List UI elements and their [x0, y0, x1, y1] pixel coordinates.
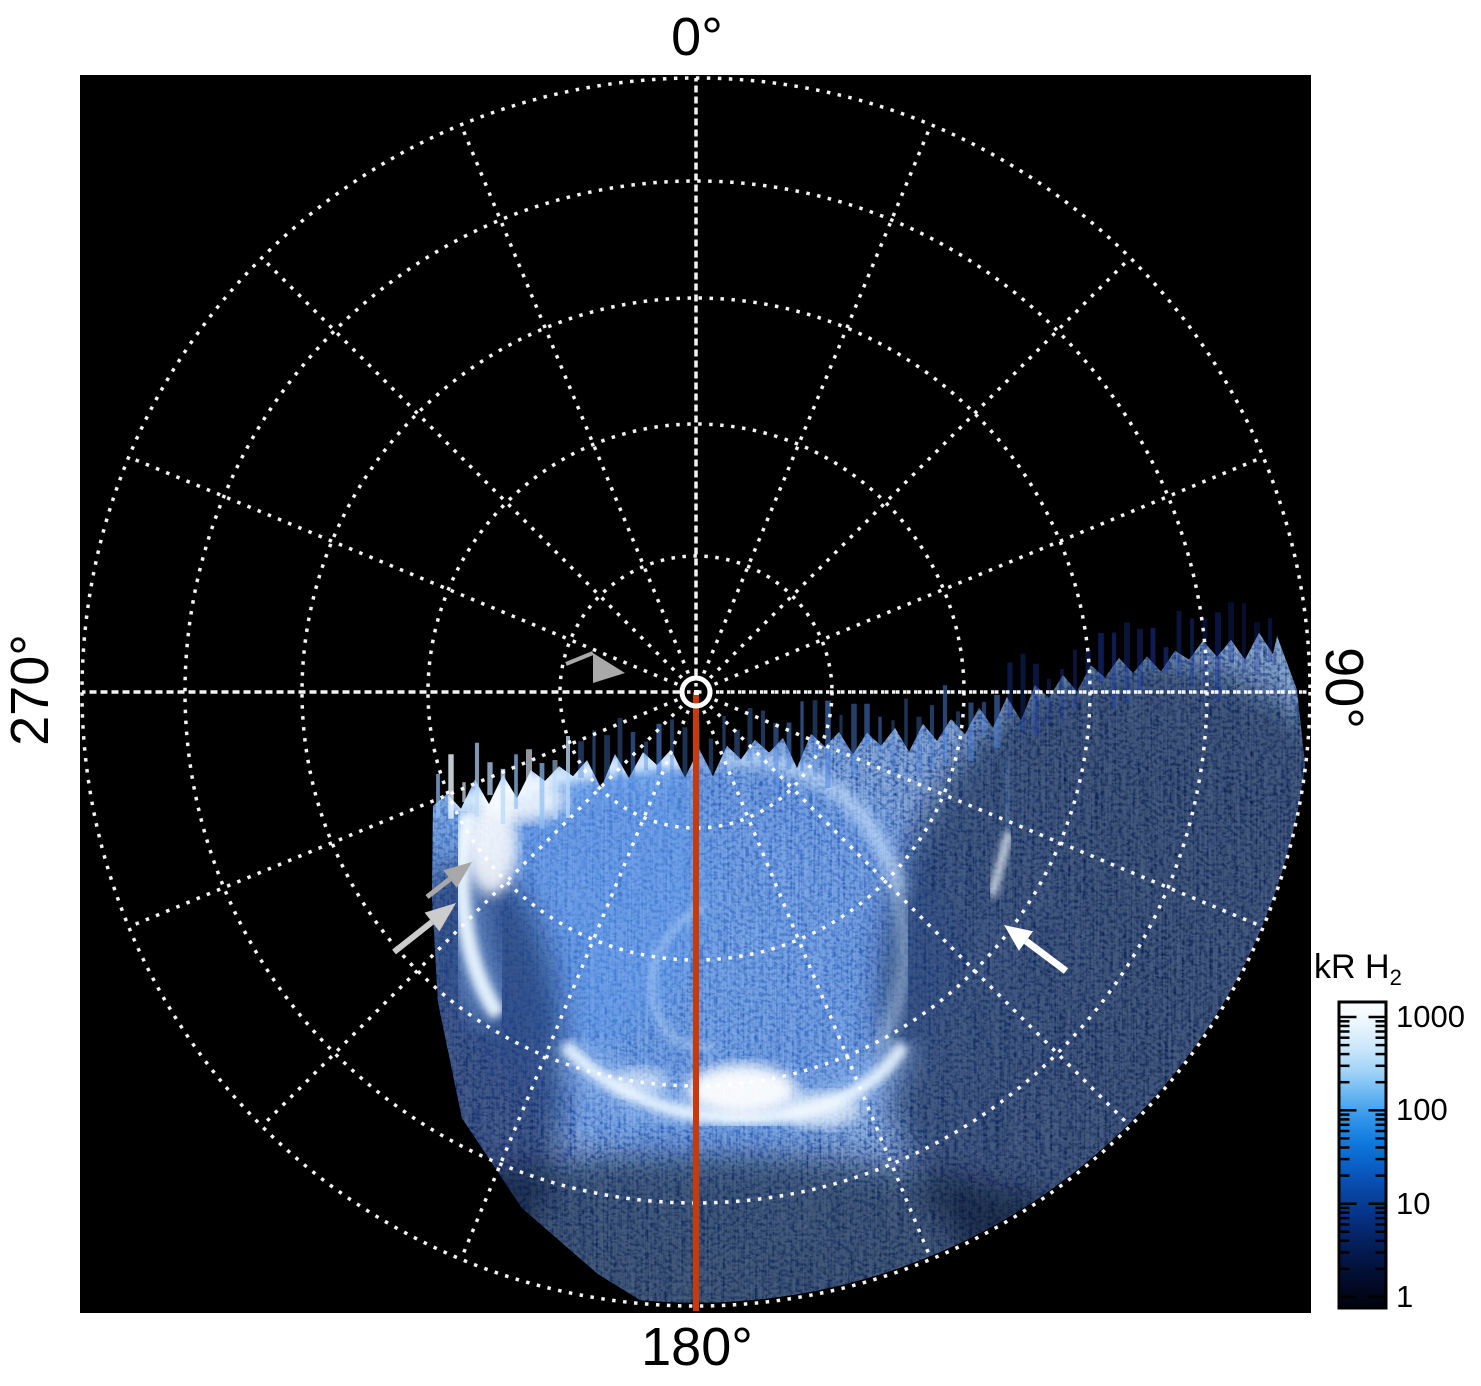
colorbar-label-1: 1	[1396, 1279, 1414, 1314]
angle-label-90: 90°	[1314, 647, 1374, 729]
colorbar-label-10: 10	[1396, 1186, 1431, 1221]
colorbar-title: kR H2	[1314, 950, 1402, 989]
angle-label-180: 180°	[641, 1317, 753, 1377]
left-lower-white-arrow	[392, 903, 456, 955]
colorbar-title-subscript: 2	[1389, 965, 1402, 990]
annotation-arrows	[392, 651, 1069, 974]
center-gray-arrow	[565, 651, 625, 683]
colorbar-gradient	[1337, 1000, 1388, 1310]
pole-center-ring	[679, 675, 713, 709]
right-white-arrow	[1004, 925, 1069, 974]
colorbar-label-1000: 1000	[1396, 999, 1465, 1034]
pole-center-dot	[694, 690, 699, 695]
angle-label-270: 270°	[0, 634, 60, 746]
colorbar	[1337, 1000, 1388, 1310]
colorbar-label-100: 100	[1396, 1092, 1448, 1127]
angle-label-0: 0°	[671, 7, 723, 67]
colorbar-ticks	[1340, 1015, 1385, 1299]
left-upper-gray-arrow	[425, 862, 472, 899]
colorbar-title-text: kR H	[1314, 948, 1390, 986]
